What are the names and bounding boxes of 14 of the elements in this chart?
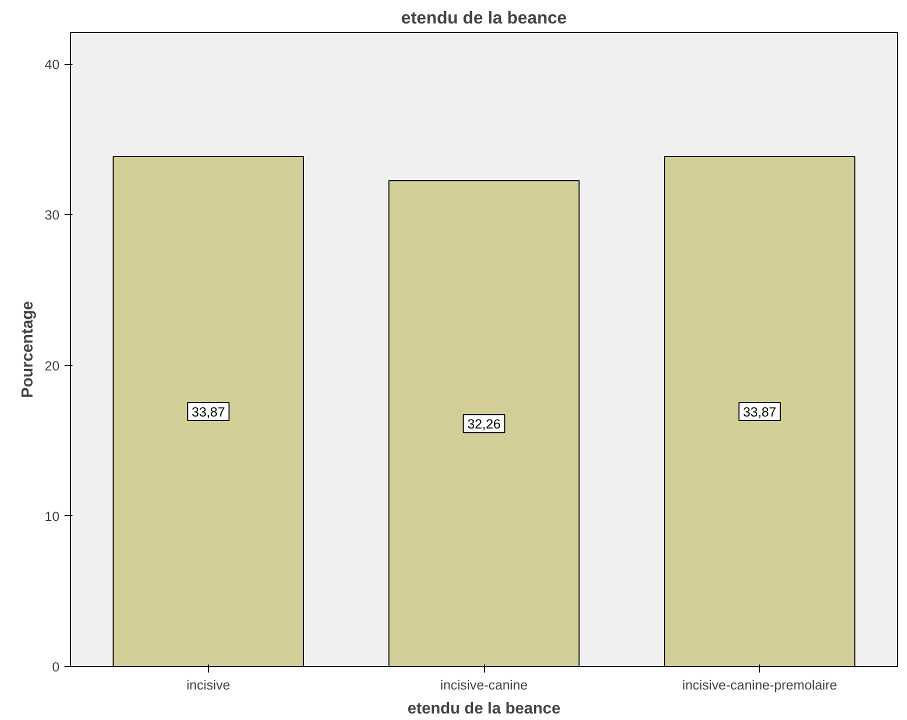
- y-tick-label: 10: [44, 508, 60, 524]
- data-label: 33,87: [742, 404, 776, 420]
- x-axis-title: etendu de la beance: [408, 700, 561, 718]
- y-axis-title: Pourcentage: [20, 300, 37, 398]
- y-tick-label: 20: [44, 358, 60, 374]
- y-tick-label: 30: [44, 208, 60, 223]
- x-tick-label: incisive: [186, 678, 230, 692]
- data-label: 33,87: [192, 404, 226, 420]
- y-tick-label: 0: [52, 660, 60, 674]
- data-label: 32,26: [467, 416, 501, 432]
- x-tick-label: incisive-canine-premolaire: [682, 678, 838, 692]
- chart-title: etendu de la beance: [401, 8, 568, 28]
- x-tick-label: incisive-canine: [440, 678, 528, 692]
- y-tick-label: 40: [44, 57, 60, 72]
